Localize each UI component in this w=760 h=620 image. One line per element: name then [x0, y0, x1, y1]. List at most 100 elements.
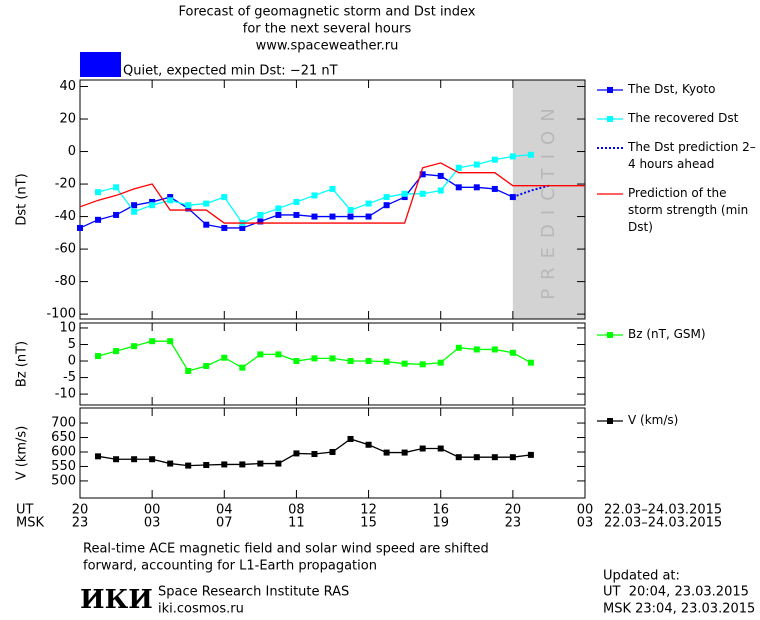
data-point — [257, 351, 264, 358]
x-tick-label: 08 — [288, 503, 305, 518]
data-point — [365, 358, 372, 365]
data-point — [293, 358, 300, 365]
data-point — [491, 454, 498, 461]
data-point — [347, 207, 354, 214]
x-tick-label: 16 — [432, 503, 449, 518]
y-tick-label: -60 — [55, 242, 76, 257]
data-point — [239, 461, 246, 468]
data-point — [149, 338, 156, 345]
legend-marker — [607, 116, 613, 122]
data-point — [311, 451, 318, 458]
data-point — [491, 156, 498, 163]
data-point — [203, 362, 210, 369]
data-point — [347, 213, 354, 220]
y-tick-label: 0 — [68, 144, 76, 159]
data-point — [311, 355, 318, 362]
data-point — [185, 367, 192, 374]
data-point — [167, 460, 174, 467]
data-point — [455, 344, 462, 351]
y-tick-label: -20 — [55, 177, 76, 192]
data-point — [365, 441, 372, 448]
x-tick-label-msk: 03 — [577, 516, 594, 531]
data-point — [419, 445, 426, 452]
y-axis-label: Bz (nT) — [15, 341, 30, 387]
y-tick-label: -5 — [63, 370, 76, 385]
data-point — [95, 216, 102, 223]
data-point — [221, 224, 228, 231]
data-point — [293, 198, 300, 205]
msk-label: MSK — [16, 516, 44, 531]
data-point — [419, 361, 426, 368]
legend-marker — [607, 332, 613, 338]
data-point — [131, 208, 138, 215]
legend-entry: The Dst, Kyoto — [628, 82, 716, 96]
legend-entry: The Dst prediction 2–4 hours ahead — [628, 140, 756, 171]
x-tick-label-msk: 07 — [216, 516, 233, 531]
status-label: Quiet, expected min Dst: −21 nT — [123, 64, 338, 79]
data-point — [221, 194, 228, 201]
data-point — [275, 460, 282, 467]
y-axis-label: Dst (nT) — [15, 173, 30, 225]
data-point — [203, 221, 210, 228]
data-point — [509, 349, 516, 356]
site: iki.cosmos.ru — [158, 602, 244, 617]
legend-entry: Prediction of the storm strength (min Ds… — [628, 186, 749, 234]
status-swatch — [80, 52, 121, 77]
y-tick-label: -100 — [46, 307, 76, 322]
y-tick-label: 5 — [68, 337, 76, 352]
y-axis-label: V (km/s) — [15, 426, 30, 481]
y-tick-label: -10 — [55, 387, 76, 402]
data-point — [383, 202, 390, 209]
data-point — [401, 194, 408, 201]
data-point — [221, 354, 228, 361]
data-point — [131, 202, 138, 209]
legend-marker — [607, 87, 613, 93]
legend-entry: The recovered Dst — [628, 111, 739, 125]
data-point — [329, 355, 336, 362]
date-range: 22.03–24.03.2015 — [604, 516, 722, 531]
data-point — [329, 213, 336, 220]
data-point — [167, 197, 174, 204]
data-point — [509, 454, 516, 461]
x-tick-label: 00 — [144, 503, 161, 518]
data-point — [239, 364, 246, 371]
data-point — [527, 451, 534, 458]
data-point — [491, 346, 498, 353]
data-point — [401, 190, 408, 197]
data-point — [401, 360, 408, 367]
data-point — [113, 211, 120, 218]
data-point — [167, 194, 174, 201]
data-point — [527, 359, 534, 366]
ut-label: UT — [16, 503, 34, 518]
x-tick-label-msk: 23 — [72, 516, 89, 531]
institute: Space Research Institute RAS — [158, 585, 349, 600]
panel-frame — [79, 407, 586, 499]
data-point — [383, 358, 390, 365]
series-line — [79, 162, 585, 224]
data-point — [221, 461, 228, 468]
panel-frame — [79, 322, 586, 406]
panel-frame — [79, 79, 586, 320]
data-point — [311, 213, 318, 220]
data-point — [509, 153, 516, 160]
data-point — [473, 161, 480, 168]
data-point — [149, 202, 156, 209]
data-point — [473, 184, 480, 191]
y-tick-label: 40 — [59, 79, 76, 94]
data-point — [275, 211, 282, 218]
y-tick-label: 0 — [68, 354, 76, 369]
data-point — [185, 202, 192, 209]
prediction-zone — [512, 80, 585, 319]
title: www.spaceweather.ru — [256, 39, 399, 54]
data-point — [275, 351, 282, 358]
prediction-label: PREDICTION — [538, 99, 559, 299]
y-tick-label: -40 — [55, 209, 76, 224]
date-range: 22.03–24.03.2015 — [604, 503, 722, 518]
x-tick-label: 20 — [72, 503, 89, 518]
footer-note: Real-time ACE magnetic field and solar w… — [83, 542, 489, 557]
y-tick-label: -80 — [55, 274, 76, 289]
data-point — [419, 171, 426, 178]
data-point — [365, 200, 372, 207]
